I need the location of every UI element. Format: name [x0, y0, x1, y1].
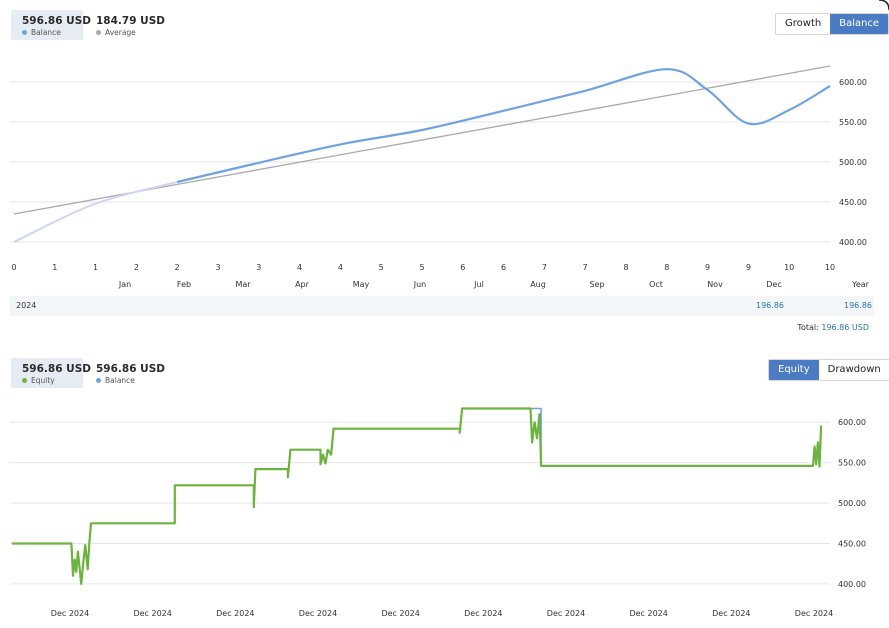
month-label: Dec — [766, 280, 781, 289]
x-tick-label: Dec 2024 — [216, 609, 254, 618]
month-label: Nov — [707, 280, 723, 289]
x-tick-label: 0 — [11, 263, 16, 272]
equity-button[interactable]: Equity — [769, 360, 819, 380]
month-label: Feb — [177, 280, 191, 289]
balance-line-faded — [13, 181, 178, 243]
month-label: Apr — [295, 280, 310, 289]
month-label: May — [353, 280, 370, 289]
balance-line — [176, 68, 831, 184]
average-value: 184.79 USD — [96, 15, 165, 27]
x-tick-label: Dec 2024 — [133, 609, 171, 618]
y-tick-label: 500.00 — [839, 158, 867, 167]
x-tick-label: 7 — [583, 263, 588, 272]
x-tick-label: 9 — [705, 263, 710, 272]
average-dot-icon — [96, 29, 101, 35]
equity-label: Equity — [31, 376, 55, 385]
x-tick-label: Dec 2024 — [629, 609, 667, 618]
x-tick-label: 3 — [215, 263, 220, 272]
x-tick-label: 1 — [93, 263, 98, 272]
x-tick-label: 4 — [297, 263, 302, 272]
x-tick-label: Dec 2024 — [464, 609, 502, 618]
y-tick-label: 600.00 — [839, 78, 867, 87]
balance-dot-icon — [22, 29, 27, 35]
month-label: Aug — [530, 280, 546, 289]
balance-label: Balance — [31, 28, 61, 37]
year-label: 2024 — [16, 301, 37, 310]
x-tick-label: 6 — [501, 263, 506, 272]
y-tick-label: 500.00 — [838, 499, 866, 508]
y-tick-label: 550.00 — [839, 118, 867, 127]
total-label: Total: — [797, 323, 819, 332]
month-label: Jul — [473, 280, 484, 289]
balance-stat[interactable]: 596.86 USD Balance — [11, 10, 91, 40]
equity-stat[interactable]: 596.86 USD Equity — [11, 358, 91, 388]
equity-balance-stat[interactable]: 596.86 USD Balance — [85, 358, 165, 388]
x-tick-label: Dec 2024 — [51, 609, 89, 618]
x-tick-label: 10 — [825, 263, 835, 272]
growth-button[interactable]: Growth — [776, 14, 831, 34]
x-tick-label: Dec 2024 — [795, 609, 833, 618]
year-summary-row: 2024 196.86 196.86 — [10, 296, 874, 316]
x-tick-label: 9 — [746, 263, 751, 272]
x-tick-label: 4 — [338, 263, 343, 272]
x-tick-label: 2 — [134, 263, 139, 272]
x-tick-label: 5 — [379, 263, 384, 272]
balance-button[interactable]: Balance — [830, 14, 889, 34]
growth-balance-toggle: Growth Balance — [775, 13, 889, 35]
equity-chart: 400.00 450.00 500.00 550.00 600.00 Dec 2024 De… — [10, 407, 866, 618]
equity-chart-panel: 596.86 USD Equity 596.86 USD Balance Equ… — [0, 348, 889, 628]
y-tick-label: 400.00 — [839, 238, 867, 247]
y-tick-label: 400.00 — [838, 580, 866, 589]
y-tick-label: 450.00 — [838, 539, 866, 548]
x-tick-label: Dec 2024 — [712, 609, 750, 618]
total-value: 196.86 USD — [821, 323, 869, 332]
balance-chart: 400.00 450.00 500.00 550.00 600.00 0 1 1 2 2 3 3 4 4 5… — [10, 65, 870, 289]
equity-dot-icon — [22, 377, 27, 383]
month-label: Jun — [413, 280, 427, 289]
x-tick-label: Dec 2024 — [547, 609, 585, 618]
average-stat[interactable]: 184.79 USD Average — [85, 10, 165, 40]
x-tick-label: 8 — [664, 263, 669, 272]
month-value: 196.86 — [756, 301, 784, 310]
equity-balance-value: 596.86 USD — [96, 363, 165, 375]
x-tick-label: 8 — [623, 263, 628, 272]
resize-corner-icon[interactable] — [875, 0, 889, 14]
average-label: Average — [105, 28, 136, 37]
equity-balance-label: Balance — [105, 376, 135, 385]
y-tick-label: 600.00 — [838, 418, 866, 427]
x-axis-label: Year — [851, 280, 870, 289]
equity-drawdown-toggle: Equity Drawdown — [768, 359, 889, 381]
x-tick-label: 3 — [256, 263, 261, 272]
x-tick-label: 7 — [542, 263, 547, 272]
x-tick-label: Dec 2024 — [381, 609, 419, 618]
x-tick-label: 2 — [175, 263, 180, 272]
month-label: Jan — [118, 280, 131, 289]
year-value: 196.86 — [844, 301, 872, 310]
equity-line — [12, 407, 823, 585]
equity-balance-dot-icon — [96, 377, 101, 383]
month-label: Oct — [649, 280, 663, 289]
x-tick-label: 6 — [460, 263, 465, 272]
drawdown-button[interactable]: Drawdown — [818, 360, 889, 380]
balance-value: 596.86 USD — [22, 15, 91, 27]
x-tick-label: Dec 2024 — [299, 609, 337, 618]
x-tick-label: 1 — [52, 263, 57, 272]
month-label: Sep — [589, 280, 604, 289]
x-tick-label: 5 — [419, 263, 424, 272]
total-row: Total: 196.86 USD — [797, 323, 869, 332]
y-tick-label: 450.00 — [839, 198, 867, 207]
equity-value: 596.86 USD — [22, 363, 91, 375]
y-tick-label: 550.00 — [838, 459, 866, 468]
balance-chart-panel: 596.86 USD Balance 184.79 USD Average Gr… — [10, 10, 889, 332]
x-tick-label: 10 — [784, 263, 794, 272]
month-label: Mar — [235, 280, 251, 289]
